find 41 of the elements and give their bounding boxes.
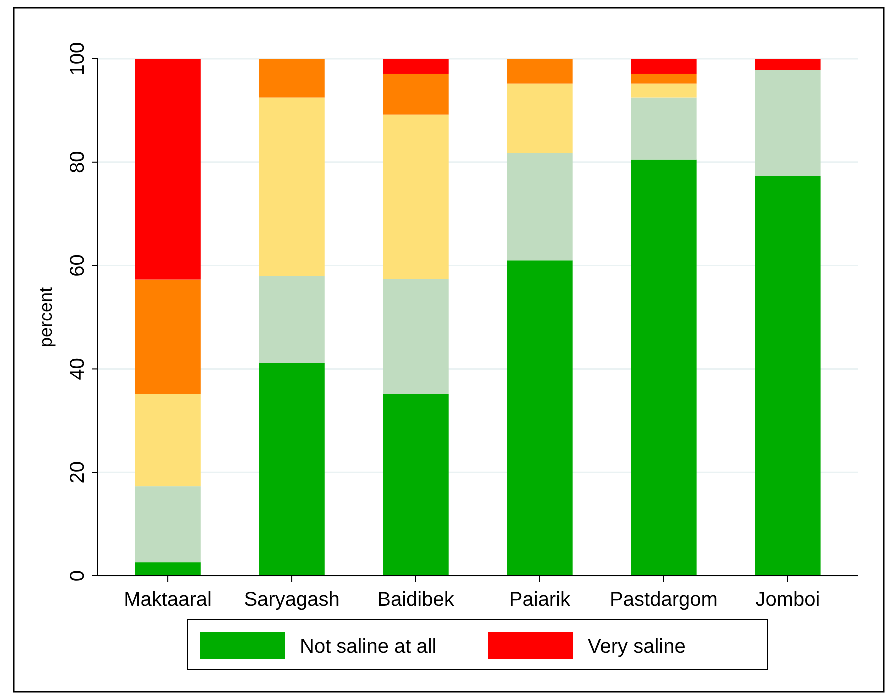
bar (507, 59, 573, 84)
bar (631, 84, 697, 98)
bar (383, 74, 449, 115)
bar (135, 486, 201, 563)
bar (507, 260, 573, 576)
bar (383, 394, 449, 576)
y-tick-label: 20 (67, 461, 89, 484)
y-tick-label: 80 (67, 151, 89, 174)
bar (259, 276, 325, 363)
bar (631, 59, 697, 74)
x-tick-label: Jomboi (756, 589, 820, 611)
x-tick-label: Baidibek (378, 589, 456, 611)
bar (755, 59, 821, 70)
bar (135, 59, 201, 280)
x-tick-label: Paiarik (509, 589, 572, 611)
bar (259, 98, 325, 276)
bar (507, 84, 573, 154)
y-axis-title: percent (36, 287, 56, 348)
bar (383, 59, 449, 74)
bar (259, 59, 325, 98)
y-tick-label: 100 (67, 42, 89, 76)
bar (631, 98, 697, 160)
bar (755, 70, 821, 176)
bar (135, 394, 201, 487)
y-tick-label: 60 (67, 254, 89, 277)
x-tick-label: Maktaaral (124, 589, 212, 611)
bar (135, 280, 201, 394)
bar (383, 114, 449, 280)
legend-label: Very saline (588, 636, 686, 658)
bar (631, 74, 697, 84)
y-tick-label: 40 (67, 358, 89, 380)
y-tick-label: 0 (67, 570, 89, 582)
bar (383, 279, 449, 394)
bar (631, 160, 697, 576)
legend-label: Not saline at all (300, 636, 437, 658)
bar (135, 562, 201, 576)
bar (507, 153, 573, 261)
bar (755, 176, 821, 576)
bar (259, 362, 325, 576)
x-tick-label: Saryagash (244, 589, 340, 611)
x-tick-label: Pastdargom (610, 589, 718, 611)
